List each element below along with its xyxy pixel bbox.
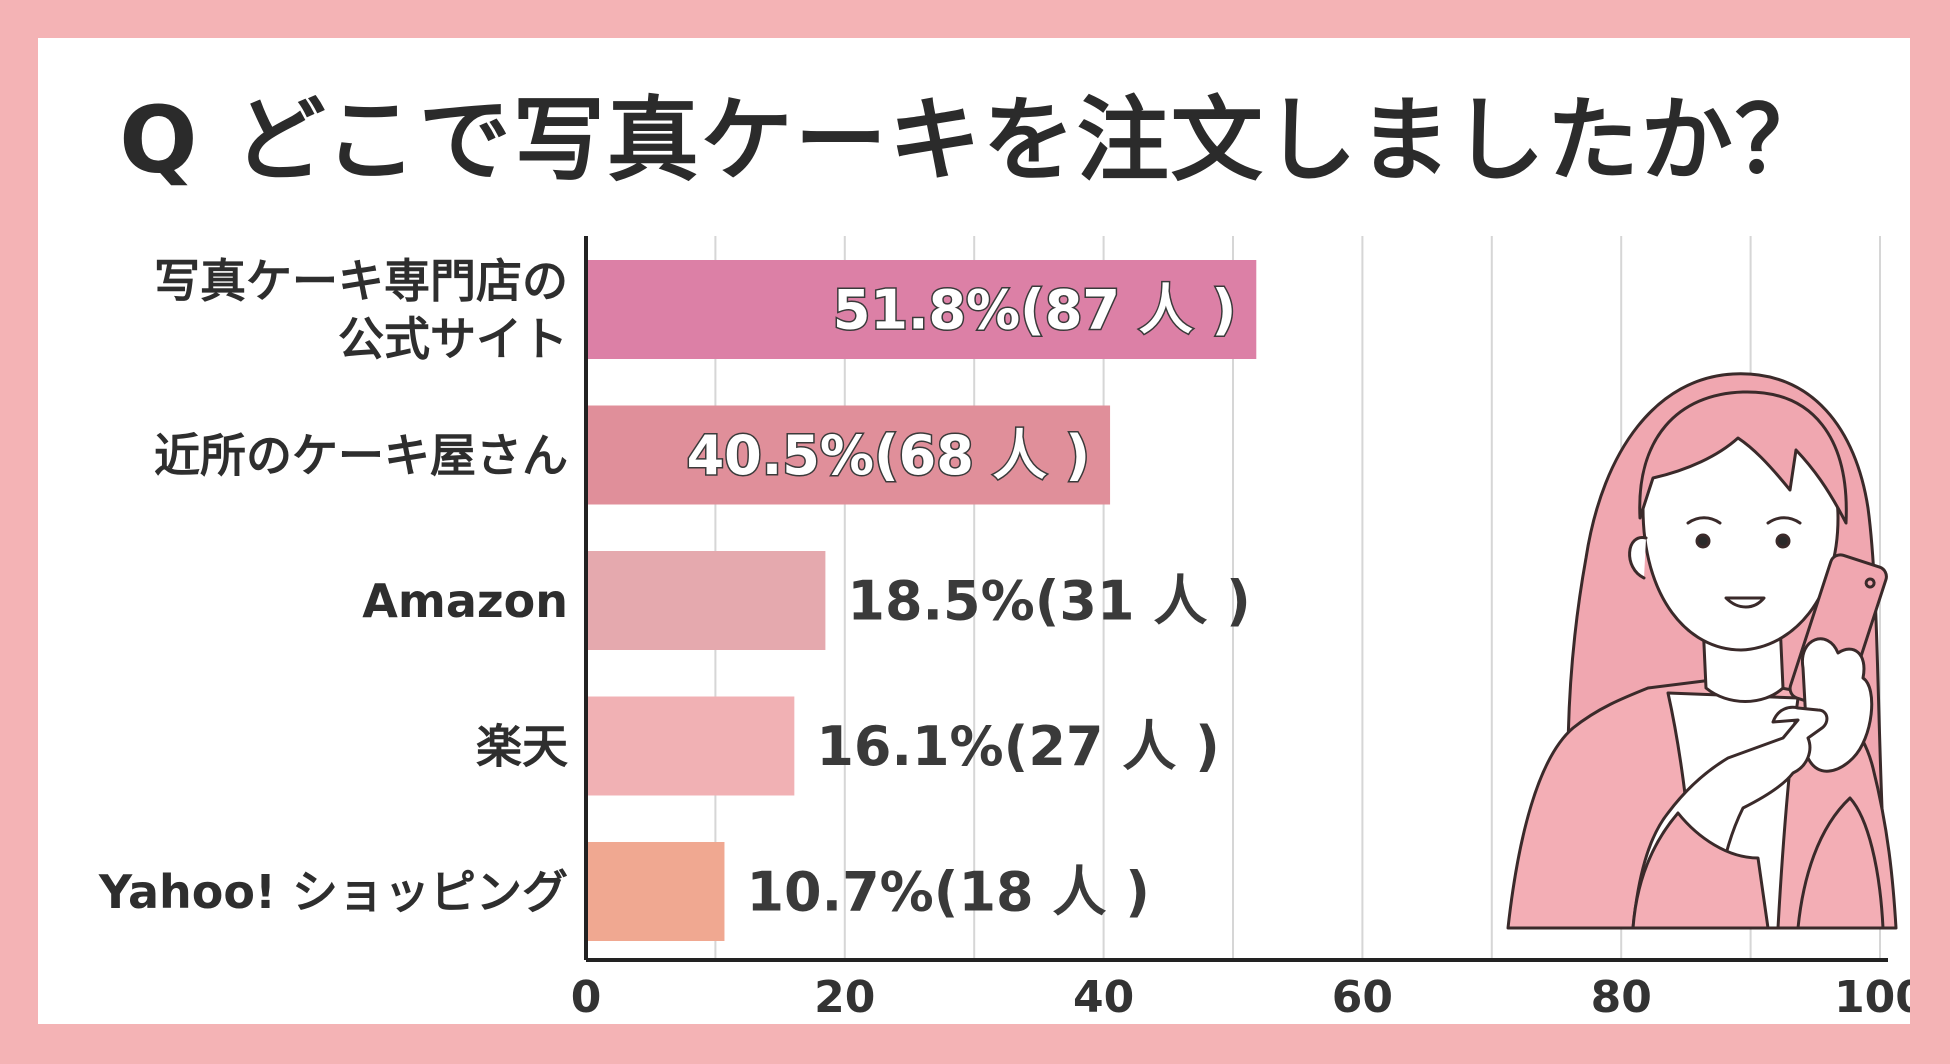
bar-value-label: 40.5%(68 人 ) — [687, 424, 1090, 487]
bar — [586, 842, 725, 941]
x-tick-label: 0 — [571, 972, 602, 1023]
x-tick-label: 20 — [814, 972, 875, 1023]
x-tick-label: 40 — [1073, 972, 1134, 1023]
category-label: 写真ケーキ専門店の — [154, 254, 568, 308]
category-label: Yahoo! ショッピング — [98, 865, 568, 919]
bar — [586, 260, 1257, 359]
bar-value-label: 51.8%(87 人 ) — [833, 279, 1236, 342]
category-label: 楽天 — [476, 720, 568, 774]
category-label: 近所のケーキ屋さん — [154, 429, 568, 483]
x-tick-label: 80 — [1591, 972, 1652, 1023]
category-label: 公式サイト — [338, 312, 568, 366]
bar — [586, 551, 826, 650]
bar — [586, 696, 795, 796]
chart-title: Q どこで写真ケーキを注文しましたか？ — [119, 87, 1829, 194]
bars — [586, 260, 1257, 941]
bar-value-label: 16.1%(27 人 ) — [816, 715, 1219, 778]
bar-value-label: 18.5%(31 人 ) — [847, 570, 1250, 633]
bar-value-label: 10.7%(18 人 ) — [746, 861, 1149, 924]
axes — [584, 236, 1888, 962]
x-tick-label: 60 — [1332, 972, 1393, 1023]
chart-panel: Q どこで写真ケーキを注文しましたか？ — [38, 38, 1910, 1024]
x-tick-label: 100 — [1834, 972, 1910, 1023]
woman-with-phone-illustration — [1506, 372, 1898, 930]
category-label: Amazon — [362, 574, 568, 628]
bar — [586, 405, 1111, 505]
